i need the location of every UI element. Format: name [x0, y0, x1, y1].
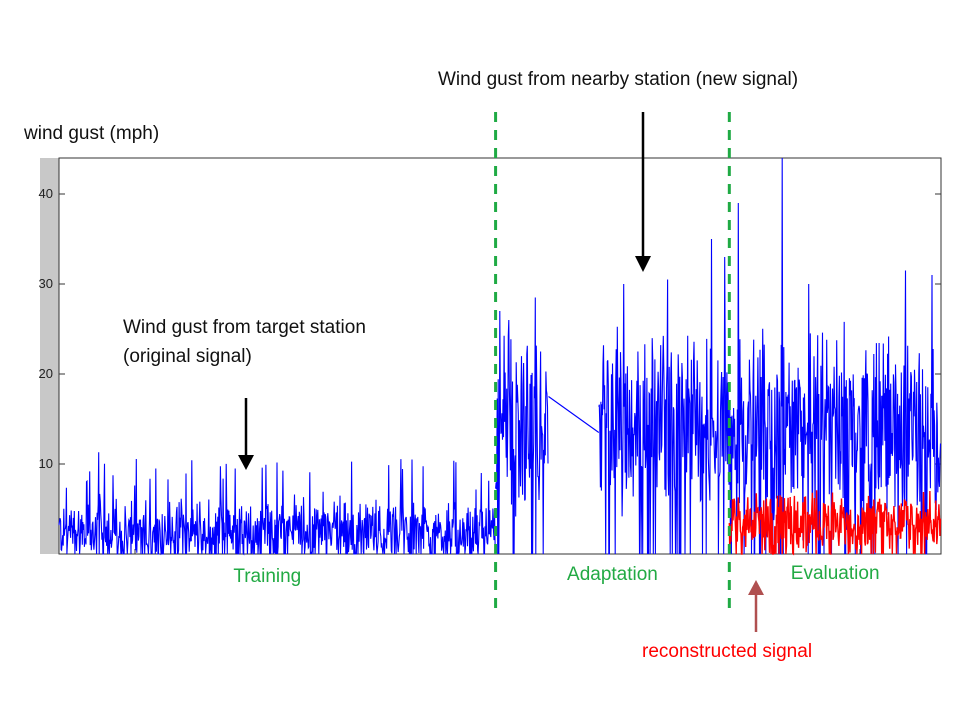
plot-frame — [58, 157, 942, 555]
phase-label-evaluation: Evaluation — [790, 563, 880, 584]
y-tick-label: 30 — [39, 276, 53, 291]
series-new-segment-2 — [598, 238, 730, 555]
annotation-original-line1: Wind gust from target station — [123, 317, 366, 338]
annotation-arrows — [238, 112, 764, 632]
series-new-segment-1 — [548, 396, 600, 433]
series-new-segment-0 — [495, 297, 549, 555]
annotation-original-signal: Wind gust from target station (original … — [123, 314, 443, 371]
arrow-reconstructed-head — [748, 580, 764, 595]
annotation-original-line2: (original signal) — [123, 345, 252, 367]
axis-ticks: 10 20 30 40 — [39, 186, 941, 554]
y-axis-gray-band — [40, 158, 59, 554]
phase-label-training: Training — [233, 566, 302, 587]
y-tick-label: 20 — [39, 366, 53, 381]
series-reconstructed-segment-0 — [728, 490, 942, 556]
y-axis-label: wind gust (mph) — [24, 123, 160, 144]
annotation-reconstructed-signal: reconstructed signal — [642, 641, 813, 662]
series-layer — [58, 157, 942, 556]
arrow-new-signal-head — [635, 256, 651, 272]
y-tick-label: 10 — [39, 456, 53, 471]
series-new-segment-3 — [728, 157, 942, 555]
arrow-original-signal-head — [238, 455, 254, 470]
phase-label-adaptation: Adaptation — [567, 564, 658, 585]
y-tick-label: 40 — [39, 186, 53, 201]
series-original-segment-0 — [58, 452, 496, 556]
annotation-new-signal: Wind gust from nearby station (new signa… — [438, 69, 799, 90]
